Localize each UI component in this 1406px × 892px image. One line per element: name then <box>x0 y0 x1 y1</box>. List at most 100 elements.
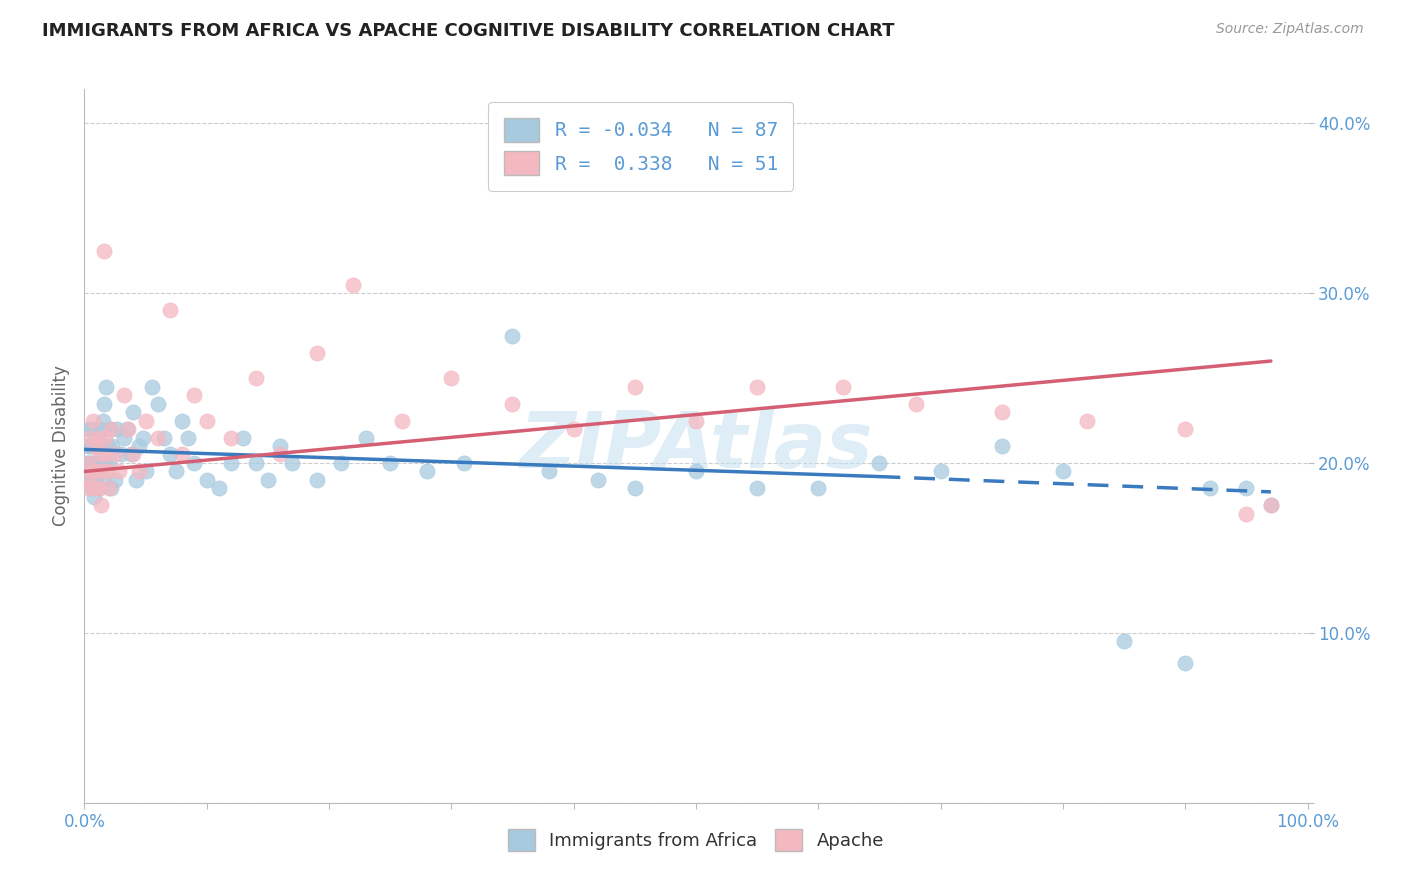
Point <box>94 456 117 470</box>
Point <box>79 482 101 496</box>
Point <box>91 465 114 479</box>
Point <box>195 413 218 427</box>
Point <box>125 473 148 487</box>
Point <box>128 465 150 479</box>
Text: Source: ZipAtlas.com: Source: ZipAtlas.com <box>1216 22 1364 37</box>
Point <box>538 465 561 479</box>
Point <box>685 413 707 427</box>
Point <box>1236 507 1258 521</box>
Point <box>122 448 145 462</box>
Point <box>1174 422 1197 436</box>
Point <box>929 465 952 479</box>
Point <box>330 456 353 470</box>
Point <box>115 422 138 436</box>
Point <box>90 499 112 513</box>
Point <box>77 422 100 436</box>
Point <box>685 465 707 479</box>
Point <box>1260 499 1282 513</box>
Point <box>128 439 150 453</box>
Point <box>1076 413 1098 427</box>
Point <box>80 456 103 470</box>
Point <box>269 448 291 462</box>
Point <box>122 405 145 419</box>
Point <box>269 439 291 453</box>
Point <box>245 456 267 470</box>
Point <box>1236 482 1258 496</box>
Point <box>1260 499 1282 513</box>
Point <box>83 439 105 453</box>
Point <box>86 456 108 470</box>
Point <box>87 439 110 453</box>
Point <box>153 430 176 444</box>
Point <box>77 473 100 487</box>
Point <box>97 465 120 479</box>
Point <box>562 422 585 436</box>
Point <box>101 439 124 453</box>
Point <box>98 422 121 436</box>
Point <box>305 345 328 359</box>
Point <box>453 456 475 470</box>
Point <box>172 413 194 427</box>
Point <box>87 482 110 496</box>
Point <box>159 303 181 318</box>
Point <box>80 422 103 436</box>
Point <box>135 413 157 427</box>
Point <box>79 439 101 453</box>
Point <box>110 448 132 462</box>
Point <box>342 277 364 292</box>
Point <box>159 448 181 462</box>
Point <box>87 456 110 470</box>
Point <box>87 482 110 496</box>
Point <box>624 482 647 496</box>
Point <box>100 482 122 496</box>
Point <box>77 439 100 453</box>
Point <box>79 456 101 470</box>
Point <box>86 465 108 479</box>
Point <box>104 448 127 462</box>
Point <box>354 430 377 444</box>
Point <box>183 456 205 470</box>
Point <box>93 244 115 258</box>
Point <box>91 413 114 427</box>
Point <box>105 422 128 436</box>
Point <box>146 430 169 444</box>
Point <box>96 379 118 393</box>
Point <box>87 430 110 444</box>
Point <box>146 396 169 410</box>
Point <box>208 482 231 496</box>
Point <box>232 430 254 444</box>
Point <box>502 328 524 343</box>
Point <box>1052 465 1074 479</box>
Point <box>991 405 1014 419</box>
Point <box>172 448 194 462</box>
Point <box>84 465 107 479</box>
Point <box>747 379 769 393</box>
Point <box>195 473 218 487</box>
Point <box>112 388 135 402</box>
Point <box>141 379 163 393</box>
Point <box>94 430 117 444</box>
Point <box>257 473 280 487</box>
Point <box>586 473 609 487</box>
Point <box>1174 657 1197 671</box>
Point <box>84 482 107 496</box>
Point <box>440 371 463 385</box>
Point <box>380 456 402 470</box>
Point <box>97 439 120 453</box>
Point <box>1114 634 1136 648</box>
Y-axis label: Cognitive Disability: Cognitive Disability <box>52 366 70 526</box>
Point <box>82 465 104 479</box>
Point <box>77 465 100 479</box>
Point <box>96 448 118 462</box>
Text: IMMIGRANTS FROM AFRICA VS APACHE COGNITIVE DISABILITY CORRELATION CHART: IMMIGRANTS FROM AFRICA VS APACHE COGNITI… <box>42 22 894 40</box>
Point <box>117 422 139 436</box>
Point <box>219 456 242 470</box>
Point <box>91 473 114 487</box>
Point <box>89 439 111 453</box>
Point <box>165 465 187 479</box>
Point <box>79 430 101 444</box>
Point <box>100 422 122 436</box>
Point <box>84 473 107 487</box>
Point <box>87 430 110 444</box>
Point <box>82 413 104 427</box>
